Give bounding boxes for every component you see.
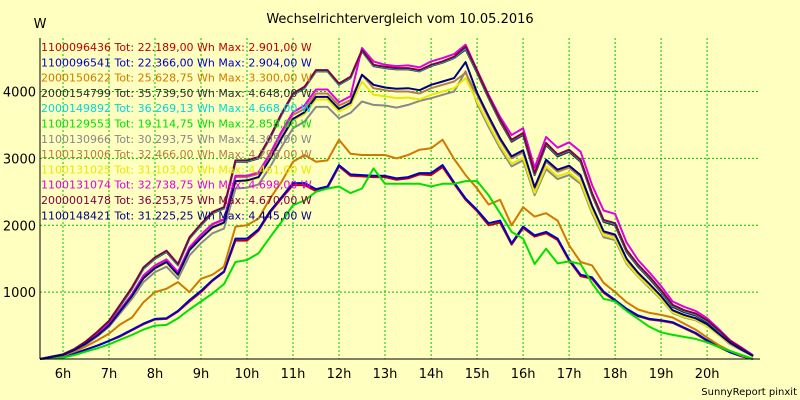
legend-entry-4: 2000154799 Tot: 35.739,50 Wh Max: 4.648,… (41, 87, 312, 100)
x-tick-label: 10h (235, 367, 260, 382)
series-line-10 (39, 43, 754, 360)
legend-entry-10: 1100131074 Tot: 32.738,75 Wh Max: 4.698,… (41, 179, 312, 192)
series-line-3 (39, 138, 754, 360)
series-line-11 (39, 45, 754, 360)
x-tick-label: 14h (419, 367, 444, 382)
y-tick-label: 4000 (3, 86, 36, 101)
legend-entry-9: 1100131025 Tot: 31.103,00 Wh Max: 4.461,… (41, 163, 312, 176)
legend-entry-3: 2000150622 Tot: 25.628,75 Wh Max: 3.300,… (41, 72, 312, 85)
y-tick-label: 1000 (3, 286, 36, 301)
x-tick-label: 8h (147, 367, 164, 382)
x-tick-label: 19h (649, 367, 674, 382)
y-axis-unit-label: W (34, 17, 47, 32)
x-tick-label: 20h (695, 367, 720, 382)
legend-entry-7: 1100130966 Tot: 30.293,75 Wh Max: 4.305,… (41, 133, 312, 146)
series-line-2 (39, 164, 754, 360)
x-tick-label: 6h (55, 367, 72, 382)
y-tick-labels: 1000 2000 3000 4000 (3, 86, 36, 302)
series-group (39, 43, 754, 360)
x-tick-label: 16h (511, 367, 536, 382)
x-tick-label: 15h (465, 367, 490, 382)
x-tick-label: 7h (101, 367, 118, 382)
legend-entry-6: 1100129553 Tot: 19.114,75 Wh Max: 2.858,… (41, 118, 312, 131)
y-tick-label: 3000 (3, 152, 36, 167)
footer-credit: SunnyReport pinxit (701, 387, 797, 398)
x-tick-label: 9h (193, 367, 210, 382)
legend-entry-12: 1100148421 Tot: 31.225,25 Wh Max: 4.445,… (41, 209, 312, 222)
x-tick-label: 11h (281, 367, 306, 382)
y-tick-label: 2000 (3, 219, 36, 234)
series-line-6 (39, 167, 754, 360)
series-line-12 (39, 61, 754, 360)
legend-entry-2: 1100096541 Tot: 22.366,00 Wh Max: 2.904,… (41, 56, 312, 69)
chart-title: Wechselrichtervergleich vom 10.05.2016 (266, 12, 533, 27)
legend-entry-11: 2000001478 Tot: 36.253,75 Wh Max: 4.670,… (41, 194, 312, 207)
x-tick-label: 18h (603, 367, 628, 382)
legend: 1100096436 Tot: 22.189,00 Wh Max: 2.901,… (41, 41, 312, 222)
x-tick-labels: 6h 7h 8h 9h 10h 11h 12h 13h 14h 15h 16h 17h 18h 19h 20… (55, 367, 720, 382)
x-tick-label: 12h (327, 367, 352, 382)
x-tick-label: 17h (557, 367, 582, 382)
x-tick-label: 13h (373, 367, 398, 382)
legend-entry-5: 2000149892 Tot: 36.269,13 Wh Max: 4.668,… (41, 102, 312, 115)
legend-entry-1: 1100096436 Tot: 22.189,00 Wh Max: 2.901,… (41, 41, 312, 54)
legend-entry-8: 1100131006 Tot: 32.466,00 Wh Max: 4.296,… (41, 148, 312, 161)
